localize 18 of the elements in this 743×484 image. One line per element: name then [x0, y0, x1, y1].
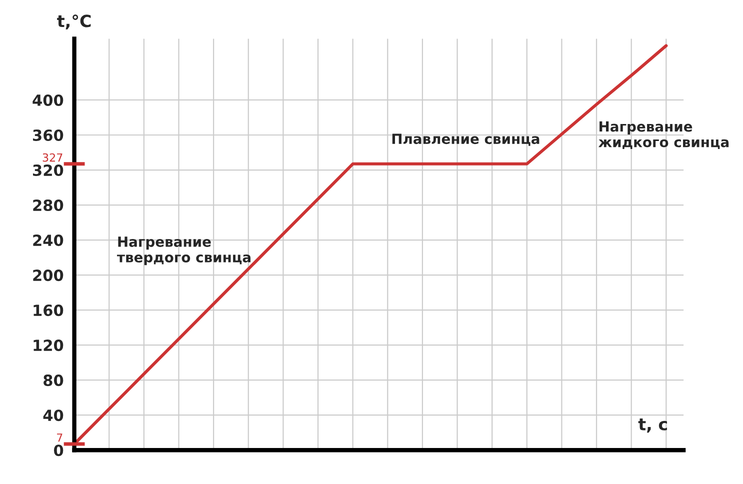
y-tick-label: 40 — [43, 410, 64, 422]
y-tick-label: 80 — [44, 374, 64, 386]
x-axis-title: t, с — [638, 418, 667, 433]
annotation: Нагревание твердого свинца — [117, 236, 250, 266]
y-tick-label: 160 — [34, 304, 64, 316]
y-tick-label: 280 — [33, 199, 64, 212]
y-tick-label: 320 — [33, 164, 64, 176]
y-tick-label: 400 — [32, 94, 64, 106]
y-tick-label: 200 — [33, 270, 64, 282]
y-tick-label: 360 — [33, 129, 64, 142]
y-axis-title: t,°C — [57, 14, 91, 30]
y-tick-label: 120 — [34, 340, 64, 352]
annotation: Плавление свинца — [392, 134, 540, 146]
y-tick-label: 240 — [33, 234, 64, 246]
annotation: Нагревание жидкого свинца — [598, 121, 729, 150]
y-tick-label: 0 — [54, 444, 64, 456]
ref-line-label: 7 — [57, 434, 62, 442]
ref-line-label: 327 — [42, 153, 62, 162]
